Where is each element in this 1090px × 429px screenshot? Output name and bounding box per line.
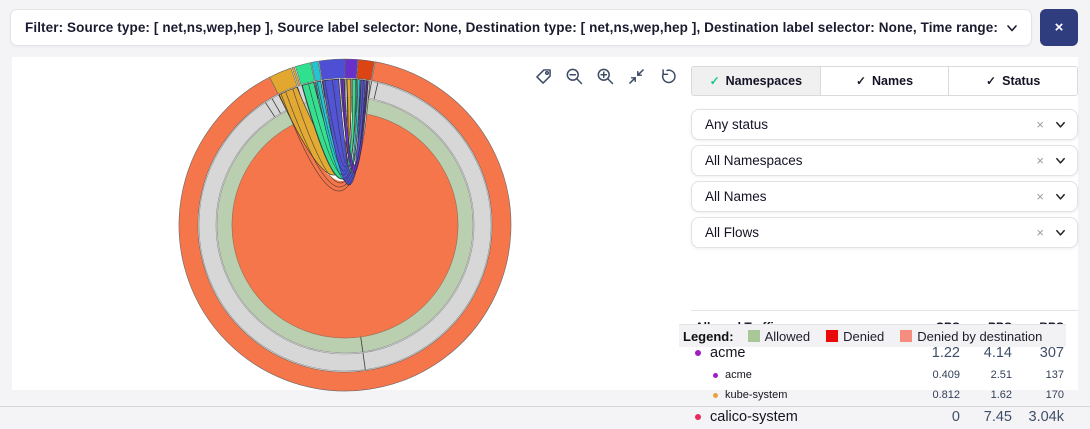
row-bps: 307 <box>1039 345 1064 361</box>
grouping-tabs: ✓ Namespaces ✓ Names ✓ Status <box>691 66 1078 96</box>
table-row-kube-system[interactable]: kube-system 0.812 1.62 170 <box>691 385 1078 405</box>
legend-item-allowed: Allowed <box>747 328 811 344</box>
legend-label: Allowed <box>764 328 811 344</box>
legend-label: Denied <box>843 328 885 344</box>
close-icon: × <box>1054 19 1064 36</box>
collapse-icon[interactable] <box>625 65 647 87</box>
row-name: acme <box>710 345 746 361</box>
legend-swatch <box>900 330 913 342</box>
namespace-color-dot <box>713 372 718 378</box>
dropdown-value: All Flows <box>705 225 760 240</box>
tag-icon[interactable] <box>532 65 554 87</box>
chevron-down-icon[interactable] <box>1054 118 1067 131</box>
row-cps: 0 <box>951 409 960 425</box>
legend-swatch <box>826 330 839 342</box>
tab-label: Status <box>1002 74 1041 88</box>
row-bps: 170 <box>1045 389 1064 401</box>
tab-status[interactable]: ✓ Status <box>948 67 1077 95</box>
chevron-down-icon[interactable] <box>1054 190 1067 203</box>
tab-label: Names <box>872 74 914 88</box>
filter-summary-bar[interactable]: Filter: Source type: [ net,ns,wep,hep ],… <box>10 9 1032 46</box>
dropdown-all-flows[interactable]: All Flows × <box>691 217 1078 248</box>
tab-label: Namespaces <box>725 74 803 88</box>
row-pps: 2.51 <box>990 369 1012 381</box>
row-cps: 0.812 <box>932 389 960 401</box>
flow-visualization-canvas: ✓ Namespaces ✓ Names ✓ Status Any status × All … <box>12 57 1078 425</box>
check-icon: ✓ <box>709 74 720 88</box>
row-cps: 1.22 <box>931 345 960 361</box>
dropdown-value: All Namespaces <box>705 153 803 168</box>
row-bps: 3.04k <box>1028 409 1064 425</box>
namespace-color-dot <box>695 350 701 356</box>
table-row-calico-system[interactable]: calico-system 0 7.45 3.04k <box>691 405 1078 429</box>
clear-x-icon[interactable]: × <box>1036 153 1044 168</box>
dropdown-any-status[interactable]: Any status × <box>691 109 1078 140</box>
traffic-table-body: acme 1.22 4.14 307 acme 0.409 2.51 137 kube-syst… <box>691 341 1078 429</box>
tab-namespaces[interactable]: ✓ Namespaces <box>692 67 820 95</box>
zoom-out-icon[interactable] <box>563 65 585 87</box>
dropdown-value: All Names <box>705 189 767 204</box>
chevron-down-icon[interactable] <box>1054 226 1067 239</box>
check-icon: ✓ <box>986 74 997 88</box>
legend-items: Allowed Denied Denied by destination <box>747 328 1042 344</box>
legend-bar: Legend: Allowed Denied Denied by destinati… <box>679 324 1066 347</box>
clear-x-icon[interactable]: × <box>1036 225 1044 240</box>
page: Filter: Source type: [ net,ns,wep,hep ],… <box>0 9 1090 425</box>
close-filter-button[interactable]: × <box>1040 9 1078 46</box>
legend-label: Denied by destination <box>917 328 1043 344</box>
tab-names[interactable]: ✓ Names <box>819 67 949 95</box>
namespace-color-dot <box>713 392 718 398</box>
row-pps: 7.45 <box>983 409 1012 425</box>
dropdown-all-namespaces[interactable]: All Namespaces × <box>691 145 1078 176</box>
dropdown-value: Any status <box>705 117 769 132</box>
legend-title: Legend: <box>683 328 734 344</box>
namespace-color-dot <box>695 414 701 420</box>
chart-toolbar <box>532 65 678 87</box>
reset-icon[interactable] <box>656 65 678 87</box>
row-name: calico-system <box>710 409 798 425</box>
legend-item-denied: Denied <box>826 329 884 344</box>
row-pps: 1.62 <box>990 389 1012 401</box>
legend-swatch <box>747 330 760 342</box>
dropdown-all-names[interactable]: All Names × <box>691 181 1078 212</box>
zoom-in-icon[interactable] <box>594 65 616 87</box>
table-row-acme[interactable]: acme 0.409 2.51 137 <box>691 365 1078 385</box>
check-icon: ✓ <box>855 74 867 88</box>
legend-item-denied-by-destination: Denied by destination <box>900 329 1042 344</box>
row-name: kube-system <box>725 389 788 401</box>
row-pps: 4.14 <box>983 345 1012 361</box>
row-bps: 137 <box>1045 369 1064 381</box>
filter-panel: ✓ Namespaces ✓ Names ✓ Status Any status × All … <box>691 57 1078 425</box>
table-row-acme[interactable]: acme 1.22 4.14 307 <box>691 341 1078 365</box>
chevron-down-icon[interactable] <box>1054 154 1067 167</box>
chevron-down-icon[interactable] <box>1005 21 1019 35</box>
filter-summary-text: Filter: Source type: [ net,ns,wep,hep ],… <box>25 20 997 35</box>
clear-x-icon[interactable]: × <box>1036 117 1044 132</box>
clear-x-icon[interactable]: × <box>1036 189 1044 204</box>
row-name: acme <box>725 369 752 381</box>
chord-diagram[interactable] <box>175 55 515 395</box>
row-cps: 0.409 <box>932 369 960 381</box>
